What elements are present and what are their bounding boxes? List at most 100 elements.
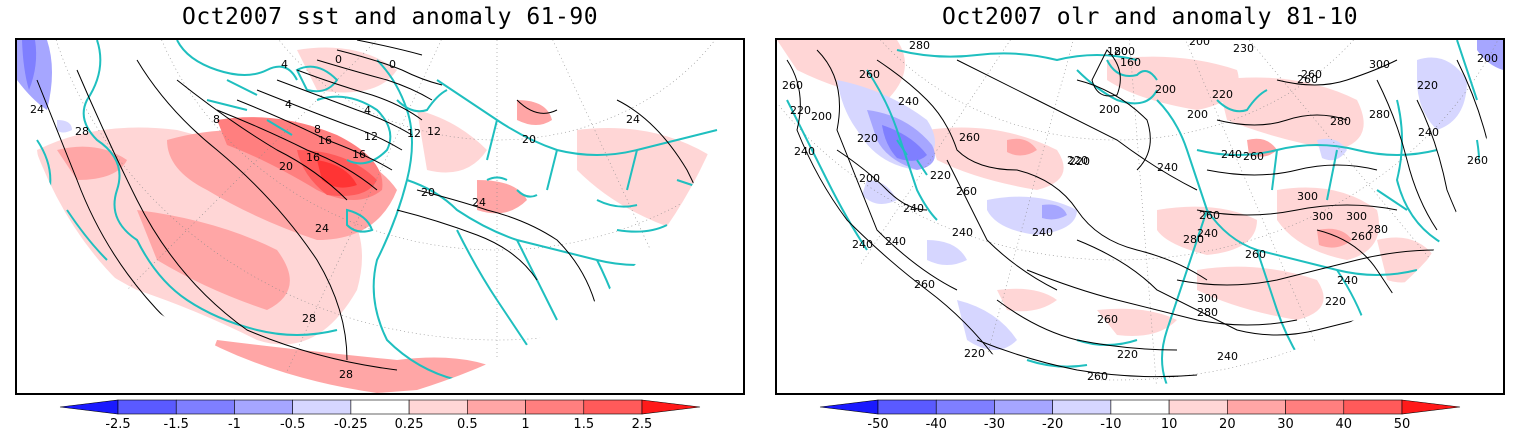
contour-label: 300 xyxy=(1297,190,1318,203)
colorbar-segment xyxy=(350,399,410,415)
contour-label: 0 xyxy=(335,53,342,66)
colorbar-tick-label: 20 xyxy=(1219,417,1236,432)
contour-label: 12 xyxy=(407,127,421,140)
colorbar-tick-label: 0.5 xyxy=(456,417,478,432)
contour-label: 28 xyxy=(302,312,316,325)
colorbar-segment xyxy=(1110,399,1170,415)
contour-label: 4 xyxy=(281,58,288,71)
contour-label: 16 xyxy=(352,148,366,161)
contour-label: 220 xyxy=(1117,348,1138,361)
contour-label: 260 xyxy=(1199,209,1220,222)
colorbar-tick-label: 1.5 xyxy=(573,417,595,432)
contour-label: 20 xyxy=(421,186,435,199)
colorbar-tick-label: 50 xyxy=(1393,417,1411,432)
contour-label: 24 xyxy=(30,103,44,116)
colorbar-segment xyxy=(467,399,526,415)
contour-label: 180 xyxy=(1107,45,1128,58)
colorbar-max-arrow xyxy=(1401,399,1461,415)
sst-contour-labels: 24 28 20 16 12 8 4 0 4 8 12 16 20 24 20 … xyxy=(30,53,640,381)
colorbar-segment xyxy=(877,399,937,415)
contour-label: 240 xyxy=(898,95,919,108)
colorbar-min-arrow xyxy=(59,399,119,415)
contour-label: 200 xyxy=(1189,40,1210,48)
contour-label: 16 xyxy=(318,134,332,147)
contour-label: 300 xyxy=(1369,58,1390,71)
contour-label: 240 xyxy=(794,145,815,158)
contour-label: 8 xyxy=(314,123,321,136)
contour-label: 280 xyxy=(1197,306,1218,319)
colorbar-tick-label: 0.25 xyxy=(394,417,424,432)
contour-label: 260 xyxy=(956,185,977,198)
contour-label: 160 xyxy=(1120,56,1141,69)
contour-label: 240 xyxy=(952,226,973,239)
colorbar-tick-label: -20 xyxy=(1042,417,1064,432)
olr-anomaly-map: 280 260 260 240 220 200 220 240 200 220 … xyxy=(775,38,1505,395)
sst-colorbar xyxy=(59,399,701,415)
contour-label: 240 xyxy=(1418,126,1439,139)
contour-label: 220 xyxy=(930,169,951,182)
contour-label: 260 xyxy=(1351,230,1372,243)
contour-label: 220 xyxy=(1067,154,1088,167)
colorbar-segment xyxy=(583,399,643,415)
contour-label: 220 xyxy=(790,104,811,117)
contour-label: 24 xyxy=(626,113,640,126)
right-panel-title: Oct2007 olr and anomaly 81-10 xyxy=(942,4,1359,30)
contour-label: 200 xyxy=(1099,103,1120,116)
colorbar-segment xyxy=(292,399,352,415)
contour-label: 240 xyxy=(1197,227,1218,240)
colorbar-segment xyxy=(117,399,177,415)
contour-label: 280 xyxy=(1330,115,1351,128)
contour-label: 4 xyxy=(364,104,371,117)
contour-label: 260 xyxy=(782,79,803,92)
contour-label: 28 xyxy=(75,125,89,138)
sst-anomaly-map: 24 28 20 16 12 8 4 0 4 8 12 16 20 24 20 … xyxy=(15,38,745,395)
contour-label: 230 xyxy=(1233,42,1254,55)
contour-label: 28 xyxy=(339,368,353,381)
colorbar-tick-label: -0.5 xyxy=(279,417,306,432)
colorbar-segment xyxy=(1168,399,1228,415)
colorbar-tick-label: 1 xyxy=(521,417,530,432)
contour-label: 0 xyxy=(389,58,396,71)
contour-label: 240 xyxy=(1217,350,1238,363)
colorbar-tick-label: 30 xyxy=(1277,417,1294,432)
olr-contour-labels: 280 260 260 240 220 200 220 240 200 220 … xyxy=(782,40,1498,383)
contour-label: 220 xyxy=(1325,295,1346,308)
contour-label: 20 xyxy=(279,160,293,173)
contour-label: 260 xyxy=(1467,154,1488,167)
contour-label: 260 xyxy=(1087,370,1108,383)
colorbar-tick-label: 10 xyxy=(1160,417,1178,432)
colorbar-tick-label: -0.25 xyxy=(334,417,368,432)
colorbar-tick-label: -50 xyxy=(867,417,889,432)
contour-label: 200 xyxy=(1114,45,1135,58)
colorbar-segment xyxy=(1227,399,1286,415)
contour-label: 200 xyxy=(1477,52,1498,65)
colorbar-tick-label: -30 xyxy=(983,417,1006,432)
contour-label: 240 xyxy=(852,238,873,251)
contour-label: 240 xyxy=(1157,161,1178,174)
colorbar-segment xyxy=(1285,399,1345,415)
contour-label: 260 xyxy=(859,68,880,81)
contour-label: 280 xyxy=(1369,108,1390,121)
colorbar-segment xyxy=(935,399,995,415)
contour-label: 200 xyxy=(811,110,832,123)
contour-label: 200 xyxy=(859,172,880,185)
left-panel-title: Oct2007 sst and anomaly 61-90 xyxy=(182,4,599,30)
colorbar-tick-label: -40 xyxy=(925,417,947,432)
contour-label: 20 xyxy=(522,133,536,146)
contour-label: 220 xyxy=(964,347,985,360)
contour-label: 280 xyxy=(1367,223,1388,236)
colorbar-segment xyxy=(408,399,468,415)
colorbar-tick-label: 40 xyxy=(1335,417,1353,432)
contour-label: 4 xyxy=(285,98,292,111)
colorbar-max-arrow xyxy=(641,399,701,415)
contour-label: 240 xyxy=(903,202,924,215)
contour-label: 240 xyxy=(885,235,906,248)
colorbar-tick-label: -1 xyxy=(227,417,241,432)
contour-label: 200 xyxy=(1155,83,1176,96)
contour-label: 260 xyxy=(1301,68,1322,81)
olr-colorbar xyxy=(819,399,1461,415)
contour-label: 260 xyxy=(959,131,980,144)
contour-label: 220 xyxy=(1069,155,1090,168)
contour-label: 280 xyxy=(909,40,930,52)
contour-label: 24 xyxy=(472,196,486,209)
